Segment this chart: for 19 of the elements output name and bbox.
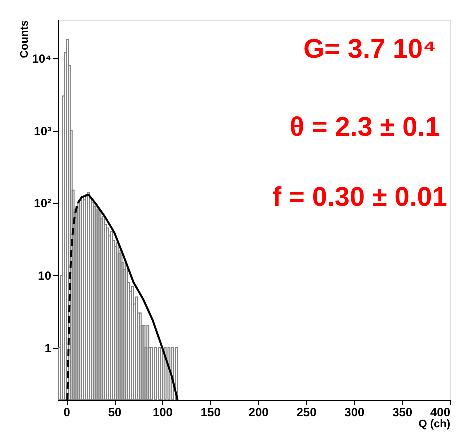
x-tick-label: 400 xyxy=(430,406,451,420)
x-axis-title: Q (ch) xyxy=(418,418,451,430)
x-tick-label: 100 xyxy=(152,406,174,420)
x-tick-label: 0 xyxy=(64,406,71,420)
x-tick-label: 50 xyxy=(108,406,122,420)
annotation: θ = 2.3 ± 0.1 xyxy=(290,112,440,142)
y-tick-label: 1 xyxy=(44,341,52,356)
x-tick-label: 150 xyxy=(200,406,222,420)
y-tick-label: 10³ xyxy=(34,124,52,138)
annotation: f = 0.30 ± 0.01 xyxy=(272,182,448,212)
x-tick-label: 250 xyxy=(296,406,318,420)
annotation: G= 3.7 10⁴ xyxy=(304,34,436,64)
y-tick-label: 10² xyxy=(34,196,52,211)
y-tick-label: 10⁴ xyxy=(32,52,52,66)
x-tick-label: 300 xyxy=(344,406,365,420)
x-tick-label: 200 xyxy=(248,406,270,420)
y-tick-label: 10 xyxy=(38,268,52,283)
x-tick-label: 350 xyxy=(392,406,413,420)
y-axis-title: Counts xyxy=(19,20,32,58)
